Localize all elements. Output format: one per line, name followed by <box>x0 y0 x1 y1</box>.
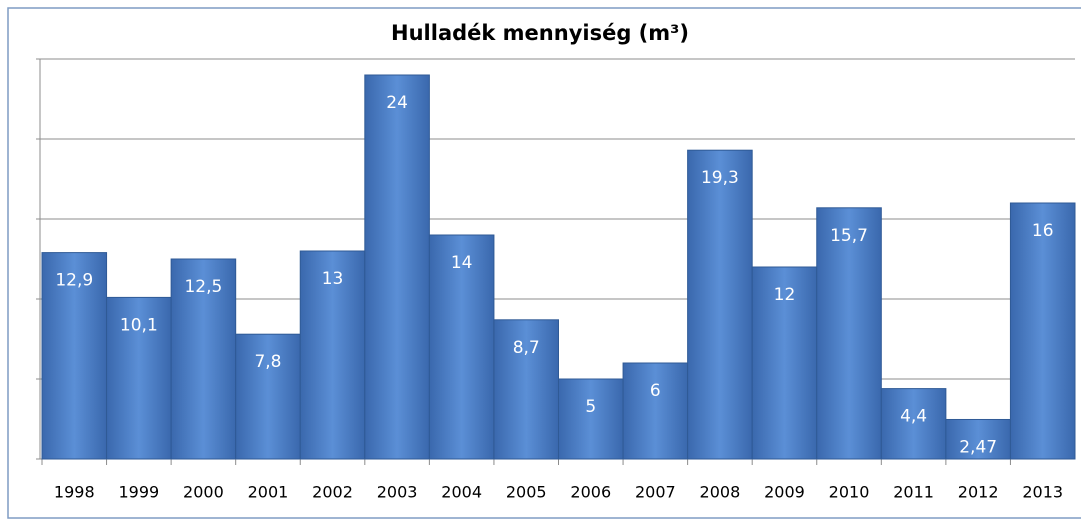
bar <box>558 378 624 460</box>
value-label: 19,3 <box>701 168 739 188</box>
bar <box>428 234 495 460</box>
bar <box>751 266 818 460</box>
value-label: 10,1 <box>120 315 158 335</box>
bar <box>299 250 366 460</box>
bar <box>170 258 237 460</box>
value-label: 6 <box>650 381 661 401</box>
x-tick-label: 2011 <box>893 483 934 502</box>
value-label: 14 <box>451 253 473 273</box>
x-tick-label: 2007 <box>635 483 676 502</box>
value-label: 8,7 <box>513 338 540 358</box>
value-label: 12,9 <box>55 271 93 291</box>
x-tick-label: 2013 <box>1022 483 1063 502</box>
bar <box>687 149 753 460</box>
x-tick-label: 2010 <box>829 483 870 502</box>
bar <box>41 252 108 460</box>
value-label: 2,47 <box>959 437 997 457</box>
bar <box>106 296 172 460</box>
value-label: 13 <box>322 269 344 289</box>
chart-title: Hulladék mennyiség (m³) <box>391 21 689 45</box>
bar <box>235 333 301 460</box>
x-tick-label: 2008 <box>700 483 741 502</box>
bar <box>364 74 430 460</box>
x-tick-label: 2009 <box>764 483 805 502</box>
value-label: 12,5 <box>184 277 222 297</box>
value-label: 15,7 <box>830 226 868 246</box>
bar <box>622 362 689 460</box>
x-tick-label: 1999 <box>118 483 159 502</box>
value-label: 5 <box>585 397 596 417</box>
value-label: 12 <box>774 285 796 305</box>
x-tick-label: 2005 <box>506 483 547 502</box>
x-tick-label: 2006 <box>570 483 611 502</box>
x-tick-label: 2003 <box>377 483 418 502</box>
bar <box>816 207 882 460</box>
value-label: 24 <box>386 93 408 113</box>
x-tick-label: 2001 <box>248 483 289 502</box>
bar <box>493 319 559 460</box>
value-label: 16 <box>1032 221 1054 241</box>
x-tick-label: 1998 <box>54 483 95 502</box>
bar <box>945 418 1011 460</box>
bar <box>1009 202 1076 460</box>
value-label: 7,8 <box>254 352 281 372</box>
x-tick-label: 2002 <box>312 483 353 502</box>
value-label: 4,4 <box>900 407 927 427</box>
bar <box>880 388 947 460</box>
x-tick-label: 2004 <box>441 483 482 502</box>
x-tick-label: 2012 <box>958 483 999 502</box>
x-tick-label: 2000 <box>183 483 224 502</box>
